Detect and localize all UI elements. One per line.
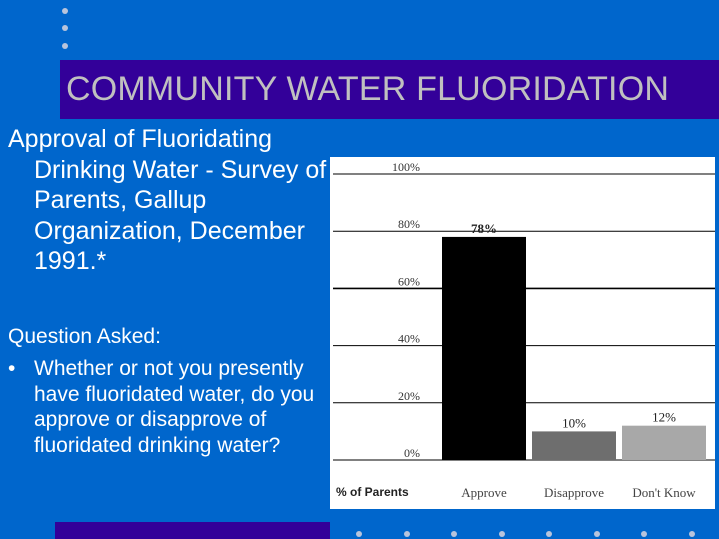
decor-dot bbox=[356, 531, 362, 537]
decor-dot bbox=[641, 531, 647, 537]
x-category-label: Disapprove bbox=[544, 485, 604, 500]
bar-chart: 0% 20% 40% 60% 80% 100% 78% Approve 10% Disapprov… bbox=[333, 160, 715, 500]
bottom-bar bbox=[55, 522, 330, 539]
title-bar bbox=[60, 60, 719, 119]
chart-panel: 0% 20% 40% 60% 80% 100% 78% Approve 10% Disapprov… bbox=[330, 157, 715, 509]
x-category-label: Approve bbox=[461, 485, 507, 500]
question-bullet-item: • Whether or not you presently have fluo… bbox=[8, 356, 326, 458]
bullet-glyph: • bbox=[8, 357, 16, 380]
y-tick-label: 20% bbox=[398, 389, 420, 403]
decor-dot bbox=[62, 25, 68, 31]
decor-dot bbox=[451, 531, 457, 537]
y-tick-label: 0% bbox=[404, 446, 420, 460]
bar bbox=[442, 236, 526, 460]
page-title: COMMUNITY WATER FLUORIDATION bbox=[66, 70, 670, 108]
bar-value-label: 78% bbox=[471, 221, 497, 236]
decor-dot bbox=[689, 531, 695, 537]
question-text: Whether or not you presently have fluori… bbox=[34, 357, 315, 457]
decor-dot bbox=[546, 531, 552, 537]
decor-dot bbox=[594, 531, 600, 537]
decor-dot bbox=[62, 43, 68, 49]
y-tick-label: 40% bbox=[398, 332, 420, 346]
question-label: Question Asked: bbox=[8, 325, 161, 348]
bar bbox=[532, 431, 616, 460]
decor-dot bbox=[404, 531, 410, 537]
bar bbox=[622, 425, 706, 460]
bar-value-label: 10% bbox=[562, 415, 586, 430]
bar-value-label: 12% bbox=[652, 410, 676, 425]
y-tick-label: 100% bbox=[392, 160, 420, 174]
decor-dot bbox=[62, 8, 68, 14]
y-tick-label: 80% bbox=[398, 217, 420, 231]
slide-subtitle: Approval of Fluoridating Drinking Water … bbox=[8, 125, 327, 275]
x-axis-label: % of Parents bbox=[336, 485, 409, 499]
decor-dot bbox=[499, 531, 505, 537]
x-category-label: Don't Know bbox=[632, 485, 696, 500]
y-tick-label: 60% bbox=[398, 274, 420, 288]
